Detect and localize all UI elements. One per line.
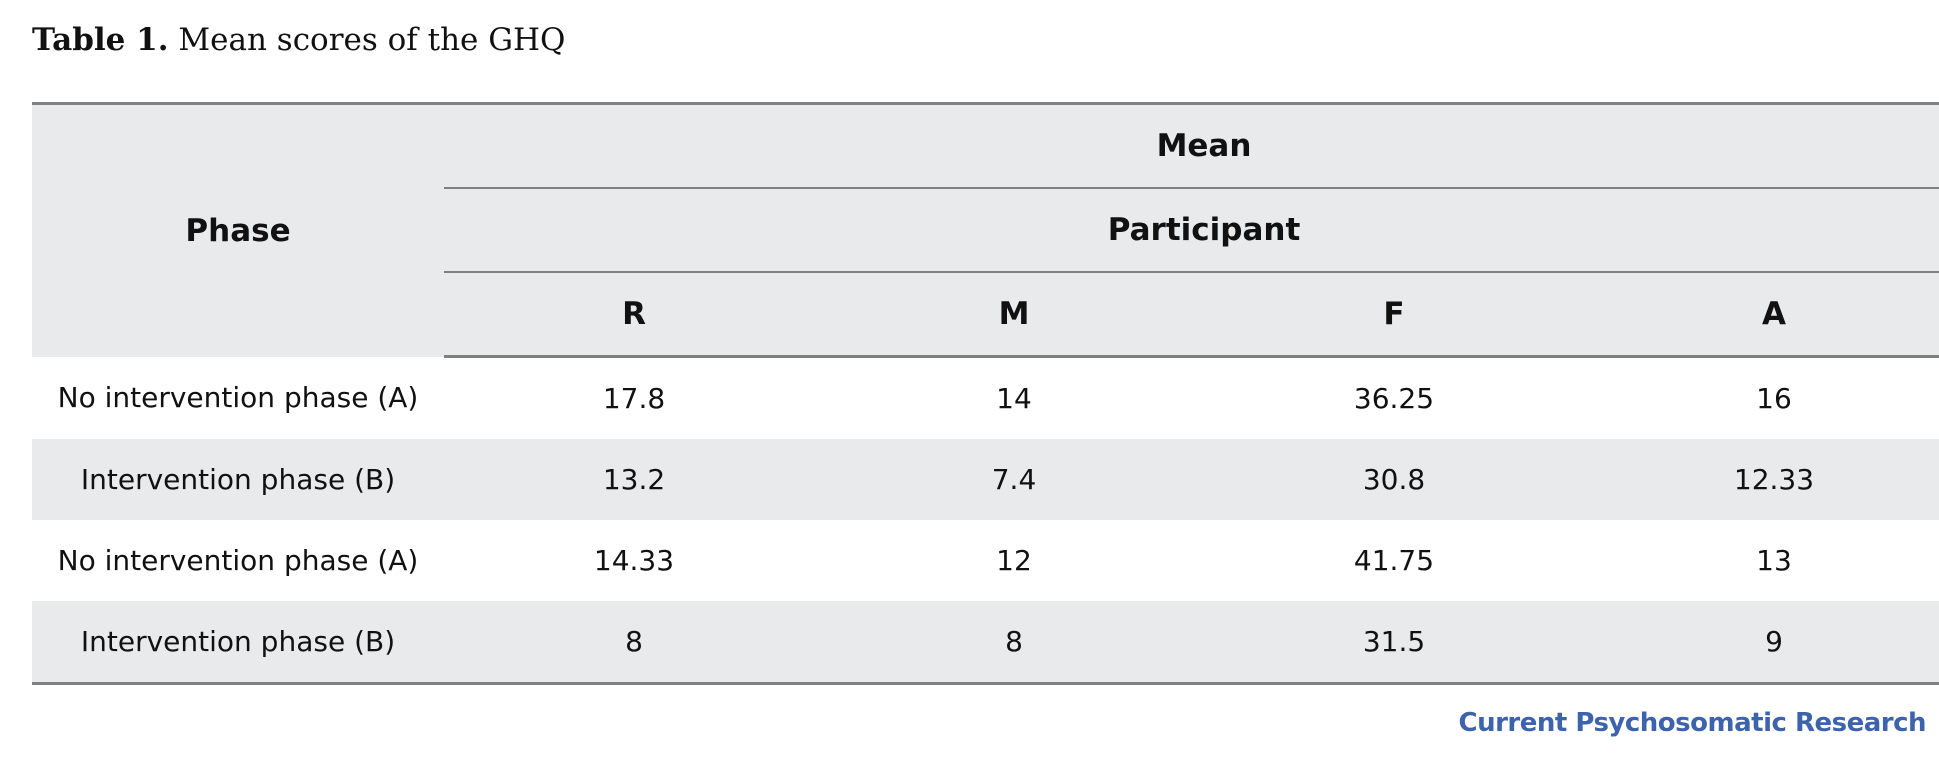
phase-cell: Intervention phase (B) [32,439,444,520]
value-cell: 14 [996,382,1032,415]
table-row: No intervention phase (A) 17.8 14 36.25 … [32,357,1939,440]
value-cell: 41.75 [1353,544,1435,577]
value-cell: 7.4 [824,439,1204,520]
value-cell: 14.33 [593,544,675,577]
value-cell: 17.8 [602,382,666,415]
value-cell: 12 [996,544,1032,577]
header-participant-r: R [444,272,824,358]
value-cell: 9 [1584,601,1939,685]
value-cell: 8 [444,601,824,685]
header-participant-a: A [1584,272,1939,358]
value-cell: 31.5 [1204,601,1584,685]
header-participant-f: F [1204,272,1584,358]
table-row: Intervention phase (B) 8 8 31.5 9 [32,601,1939,685]
value-cell: 16 [1756,382,1792,415]
value-cell: 12.33 [1584,439,1939,520]
value-cell: 36.25 [1353,382,1435,415]
table-title: Mean scores of the GHQ [178,22,566,58]
phase-cell: No intervention phase (A) [57,544,419,577]
header-mean: Mean [444,102,1939,189]
phase-cell: Intervention phase (B) [32,601,444,685]
value-cell: 13 [1756,544,1792,577]
table-row: No intervention phase (A) 14.33 12 41.75… [32,520,1939,601]
table-row: Intervention phase (B) 13.2 7.4 30.8 12.… [32,439,1939,520]
table-caption: Table 1. Mean scores of the GHQ [32,22,565,58]
header-phase: Phase [32,102,444,357]
header-participant: Participant [444,188,1939,273]
journal-logo: Current Psychosomatic Research [1458,708,1927,738]
table-label: Table 1. [32,22,169,58]
phase-cell: No intervention phase (A) [57,381,419,415]
ghq-mean-scores-table: Phase Mean Participant R M F A No interv… [32,102,1939,685]
header-participant-m: M [824,272,1204,358]
value-cell: 30.8 [1204,439,1584,520]
value-cell: 8 [824,601,1204,685]
value-cell: 13.2 [444,439,824,520]
